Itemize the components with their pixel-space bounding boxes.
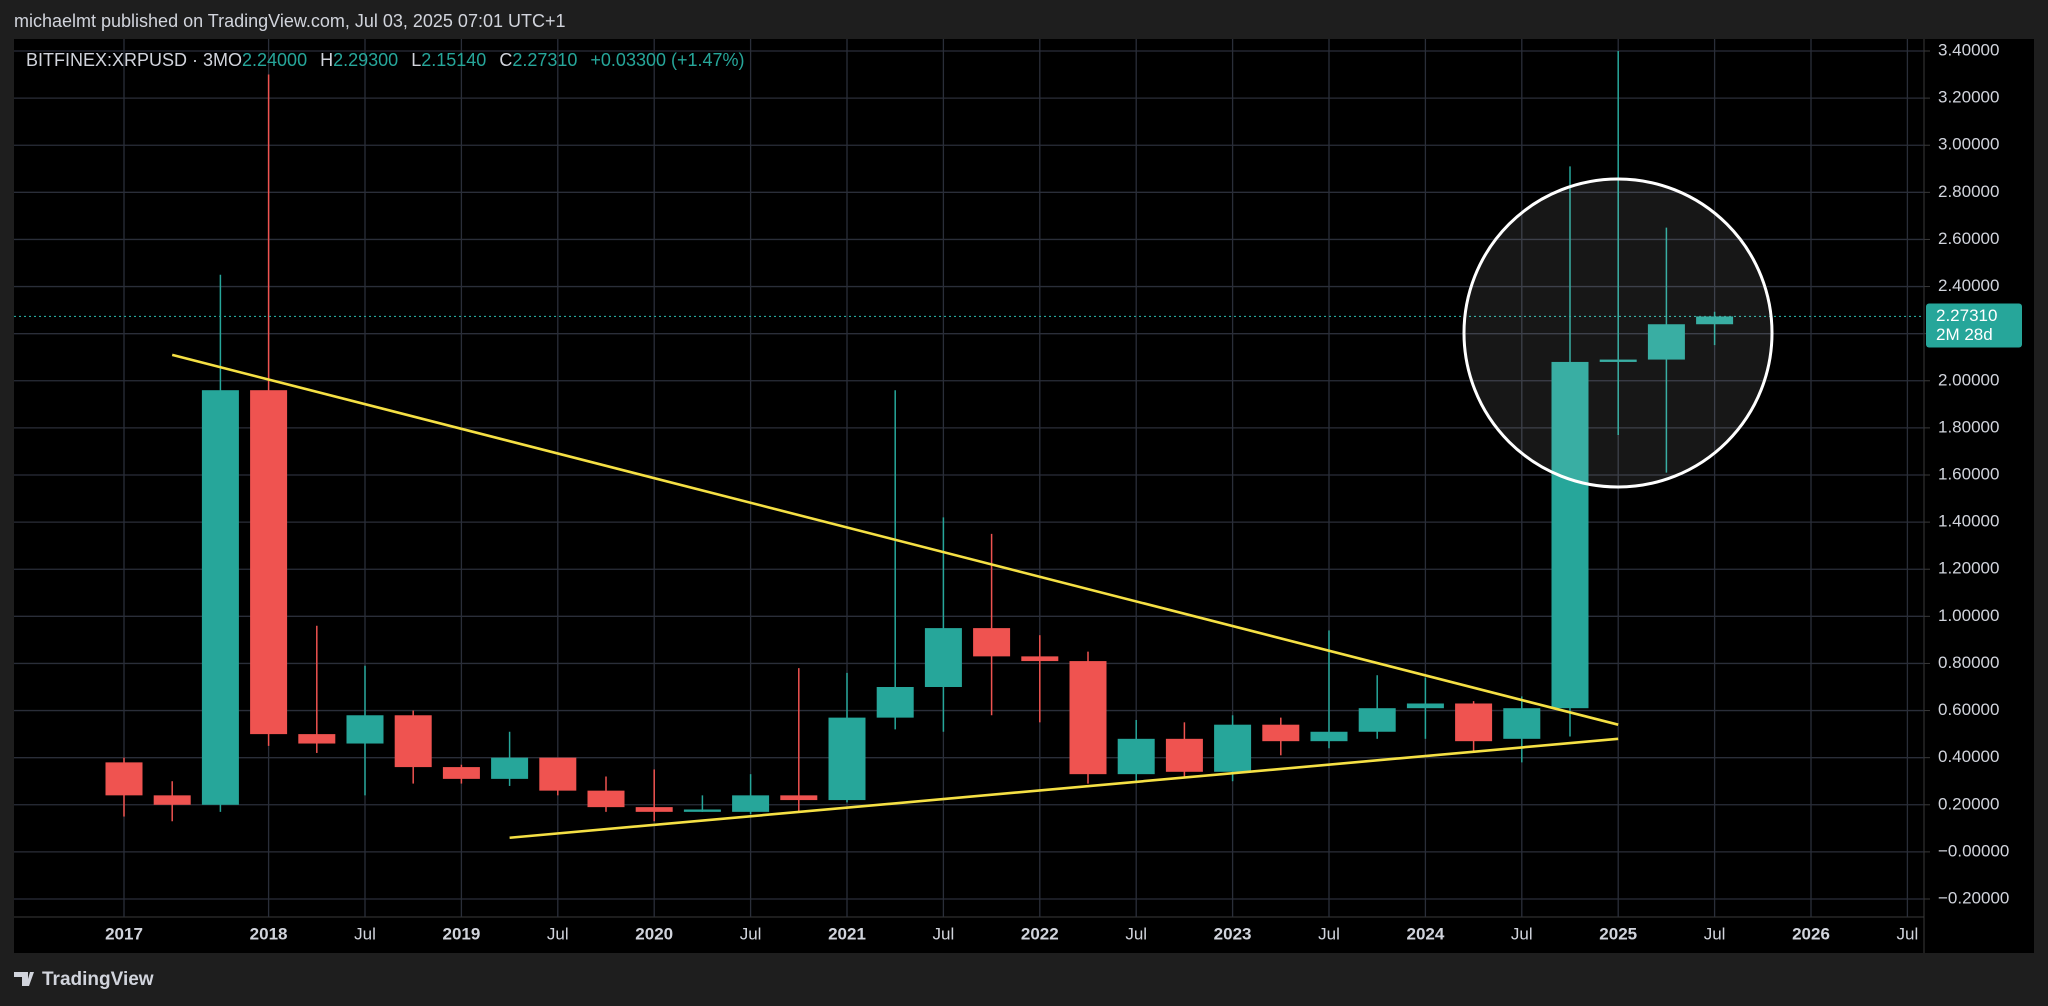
candle-body xyxy=(153,795,191,805)
chart-area xyxy=(14,39,2034,953)
o-value: 2.24000 xyxy=(242,50,307,70)
candle-body xyxy=(442,767,480,779)
x-tick-label: 2023 xyxy=(1214,924,1252,943)
y-tick-label: −0.00000 xyxy=(1938,841,2009,860)
grid xyxy=(14,39,1924,917)
candle-body xyxy=(683,809,721,812)
candle-body xyxy=(587,790,625,808)
y-tick-label: 3.40000 xyxy=(1938,40,1999,59)
candle-body xyxy=(732,795,770,812)
x-tick-label: 2018 xyxy=(250,924,288,943)
h-label: H xyxy=(320,50,333,70)
candle-body xyxy=(1696,316,1734,325)
logo: TradingView xyxy=(14,969,154,990)
y-tick-label: 1.40000 xyxy=(1938,512,1999,531)
candle-body xyxy=(1262,724,1300,742)
candle-body xyxy=(539,757,577,791)
candle-body xyxy=(394,715,432,768)
trendline xyxy=(509,737,1619,840)
candle-body xyxy=(105,762,143,796)
y-tick-label: 0.20000 xyxy=(1938,794,1999,813)
candle-body xyxy=(1503,708,1541,739)
l-label: L xyxy=(411,50,421,70)
candle-body xyxy=(346,715,384,744)
x-tick-label: Jul xyxy=(547,924,569,943)
x-tick-label: Jul xyxy=(1125,924,1147,943)
candle-body xyxy=(250,390,288,735)
h-value: 2.29300 xyxy=(333,50,398,70)
candle-body xyxy=(491,757,529,779)
candle-body xyxy=(1021,656,1059,662)
candle-body xyxy=(1358,708,1396,732)
published: michaelmt published on TradingView.com, … xyxy=(14,11,566,31)
candle-body xyxy=(780,795,818,801)
ohlc: O2.24000 H2.29300 L2.15140 C2.27310 +0.0… xyxy=(228,50,745,70)
candle-body xyxy=(973,628,1011,657)
candle-body xyxy=(924,628,962,687)
x-tick-label: 2025 xyxy=(1599,924,1637,943)
candle-body xyxy=(201,390,239,805)
highlight-circle xyxy=(1462,177,1774,489)
logo-icon xyxy=(14,972,34,986)
symbol: BITFINEX:XRPUSD · 3M xyxy=(26,50,228,70)
x-tick-label: Jul xyxy=(1318,924,1340,943)
x-tick-label: Jul xyxy=(740,924,762,943)
x-tick-label: 2019 xyxy=(442,924,480,943)
x-tick-label: 2020 xyxy=(635,924,673,943)
candle-body xyxy=(828,717,866,801)
y-tick-label: 1.20000 xyxy=(1938,559,1999,578)
candle-body xyxy=(298,734,336,744)
x-tick-label: Jul xyxy=(933,924,955,943)
candle-body xyxy=(1214,724,1252,772)
candle-body xyxy=(876,687,914,718)
y-tick-label: 0.60000 xyxy=(1938,700,1999,719)
x-tick-label: Jul xyxy=(354,924,376,943)
y-tick-label: 0.80000 xyxy=(1938,653,1999,672)
y-tick-label: 2.40000 xyxy=(1938,276,1999,295)
y-tick-label: 2.80000 xyxy=(1938,182,1999,201)
o-label: O xyxy=(228,50,242,70)
y-tick-label: 1.60000 xyxy=(1938,464,1999,483)
y-tick-label: 1.00000 xyxy=(1938,606,1999,625)
candle-body xyxy=(1599,359,1637,362)
marks xyxy=(14,51,1924,840)
candle-body xyxy=(1117,738,1155,775)
x-tick-label: Jul xyxy=(1704,924,1726,943)
y-tick-label: 3.20000 xyxy=(1938,88,1999,107)
x-tick-label: Jul xyxy=(1511,924,1533,943)
x-tick-label: 2024 xyxy=(1406,924,1444,943)
x-tick-label: 2021 xyxy=(828,924,866,943)
candle-body xyxy=(635,807,673,812)
price-label-box xyxy=(1926,303,2022,348)
l-value: 2.15140 xyxy=(421,50,486,70)
trendline xyxy=(171,353,1619,726)
c-label: C xyxy=(499,50,512,70)
candle-body xyxy=(1551,361,1589,709)
y-tick-label: 0.40000 xyxy=(1938,747,1999,766)
x-tick-label: 2017 xyxy=(105,924,143,943)
y-tick-label: 2.60000 xyxy=(1938,229,1999,248)
candle-body xyxy=(1165,738,1203,772)
candle-body xyxy=(1069,661,1107,775)
candle-body xyxy=(1455,703,1493,742)
y-tick-label: 1.80000 xyxy=(1938,417,1999,436)
c-value: 2.27310 xyxy=(512,50,577,70)
change: +0.03300 (+1.47%) xyxy=(590,50,744,70)
brand: TradingView xyxy=(42,969,154,990)
x-tick-label: 2022 xyxy=(1021,924,1059,943)
y-tick-label: 3.00000 xyxy=(1938,135,1999,154)
countdown: 2M 28d xyxy=(1936,325,1993,344)
legend: BITFINEX:XRPUSD · 3M O2.24000 H2.29300 L… xyxy=(26,50,745,70)
y-tick-label: −0.20000 xyxy=(1938,888,2009,907)
price-label: 2.27310 xyxy=(1936,306,1997,325)
x-tick-label: Jul xyxy=(1897,924,1919,943)
candle-body xyxy=(1310,731,1348,742)
candle-body xyxy=(1647,324,1685,360)
candle-body xyxy=(1406,703,1444,709)
y-tick-label: 2.00000 xyxy=(1938,370,1999,389)
x-tick-label: 2026 xyxy=(1792,924,1830,943)
